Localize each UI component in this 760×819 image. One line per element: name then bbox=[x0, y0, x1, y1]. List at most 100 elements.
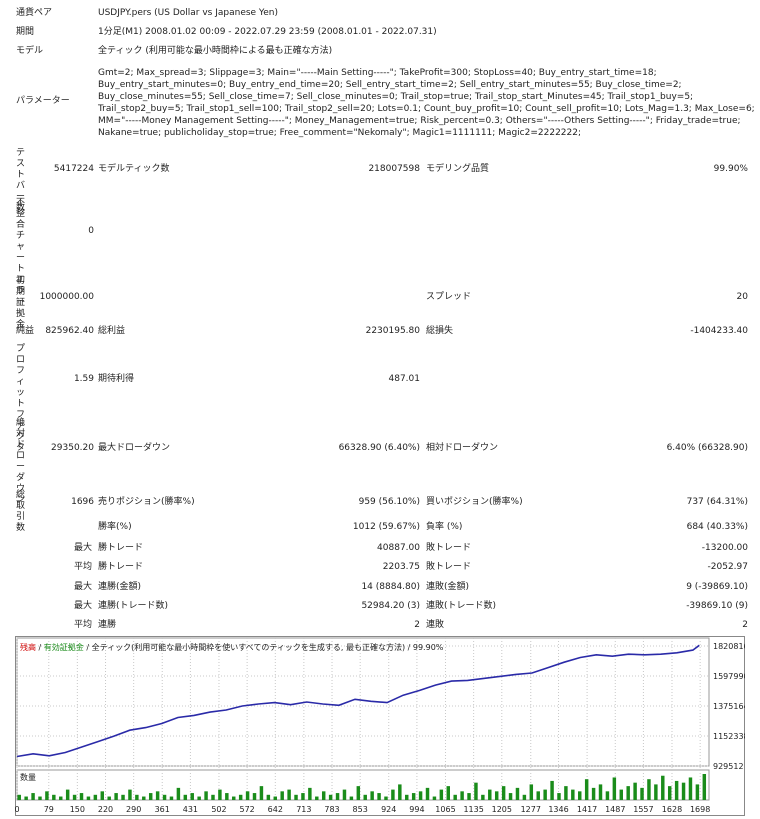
volume-area bbox=[16, 769, 710, 801]
trades-label: 総取 引数 bbox=[16, 490, 26, 533]
expected-label: 期待利得 bbox=[98, 374, 135, 384]
params-line: Buy_close_minutes=55; Sell_close_time=7;… bbox=[98, 92, 694, 102]
volume-bar bbox=[169, 796, 174, 800]
volume-bar bbox=[384, 796, 388, 800]
expected-value: 487.01 bbox=[388, 374, 421, 384]
volume-bar bbox=[31, 793, 35, 800]
params-label: パラメーター bbox=[16, 96, 70, 106]
volume-bar bbox=[654, 784, 658, 800]
balance-chart: 0 79 150 220 290 361 431 502 572 642 713 783 853 924 9… bbox=[15, 636, 745, 816]
volume-bar bbox=[695, 784, 700, 800]
volume-bar bbox=[536, 791, 540, 800]
volume-bar bbox=[688, 777, 693, 800]
volume-bar bbox=[702, 774, 707, 800]
ticks-label: モデルティック数 bbox=[98, 164, 170, 174]
y-tick-label: 1820816 bbox=[713, 642, 745, 651]
volume-bar bbox=[17, 794, 21, 800]
volume-bar bbox=[591, 787, 596, 800]
largest-win-label: 勝トレード bbox=[98, 543, 144, 553]
volume-bar bbox=[425, 787, 430, 800]
volume-bar bbox=[612, 777, 617, 800]
cons-loss-label: 連敗(トレード数) bbox=[426, 601, 497, 611]
volume-bar bbox=[204, 791, 208, 800]
cons-wins-value: 14 (8884.80) bbox=[361, 582, 420, 592]
volume-bar bbox=[59, 796, 63, 800]
volume-bar bbox=[107, 796, 111, 800]
volume-bar bbox=[494, 791, 499, 800]
ticks-value: 218007598 bbox=[368, 164, 420, 174]
cons-wins-label: 連勝(金額) bbox=[98, 582, 142, 592]
short-value: 959 (56.10%) bbox=[358, 497, 420, 507]
avg-cons-losses-value: 2 bbox=[742, 620, 748, 630]
volume-bar bbox=[308, 787, 312, 800]
long-value: 737 (64.31%) bbox=[686, 497, 748, 507]
volume-bar bbox=[529, 784, 534, 800]
period-label: 期間 bbox=[16, 27, 35, 37]
volume-bar bbox=[65, 789, 70, 800]
volume-bar bbox=[564, 786, 568, 800]
volume-bar bbox=[515, 787, 520, 800]
max-dd-value: 66328.90 (6.40%) bbox=[338, 443, 420, 453]
x-tick-label: 1277 bbox=[521, 805, 541, 814]
volume-bar bbox=[356, 786, 361, 800]
volume-bar bbox=[626, 786, 630, 800]
volume-bar bbox=[467, 793, 471, 800]
volume-bar bbox=[252, 793, 257, 800]
chart-legend: 残高 / 有効証拠金 / 全ティック(利用可能な最小時間枠を使いすべてのティック… bbox=[20, 643, 444, 652]
plot-area bbox=[16, 637, 710, 767]
volume-bar bbox=[294, 794, 298, 800]
volume-bar bbox=[155, 791, 160, 800]
y-tick-label: 1375164 bbox=[713, 702, 745, 711]
volume-bar bbox=[72, 794, 77, 800]
x-tick-label: 642 bbox=[268, 805, 283, 814]
volume-bar bbox=[439, 789, 444, 800]
params-line: MM="-----Money Management Setting-----";… bbox=[98, 116, 741, 126]
mismatch-value: 0 bbox=[88, 226, 94, 236]
net-value: 825962.40 bbox=[45, 326, 94, 336]
volume-bar bbox=[86, 796, 91, 800]
volume-bar bbox=[571, 789, 575, 800]
params-line: Buy_entry_start_minutes=0; Buy_entry_end… bbox=[98, 80, 682, 90]
volume-bar bbox=[148, 793, 153, 800]
x-tick-label: 220 bbox=[98, 805, 113, 814]
volume-legend: 数量 bbox=[20, 773, 36, 782]
legend-equity: 有効証拠金 bbox=[43, 643, 84, 652]
gross-loss-label: 総損失 bbox=[426, 326, 454, 336]
volume-bar bbox=[446, 786, 450, 800]
volume-bar bbox=[453, 794, 457, 800]
model-label: モデル bbox=[16, 46, 44, 56]
volume-bar bbox=[363, 794, 367, 800]
volume-bar bbox=[584, 779, 589, 800]
params-line: Trail_stop2_buy=5; Trail_stop1_sell=100;… bbox=[98, 104, 755, 114]
legend-balance: 残高 bbox=[20, 643, 36, 652]
x-tick-label: 502 bbox=[211, 805, 226, 814]
avg-loss-value: -2052.97 bbox=[707, 562, 748, 572]
volume-bar bbox=[176, 787, 181, 800]
max-dd-label: 最大ドローダウン bbox=[98, 443, 171, 453]
volume-bar bbox=[128, 789, 132, 800]
volume-bar bbox=[391, 789, 395, 800]
volume-bar bbox=[211, 794, 215, 800]
abs-dd-value: 29350.20 bbox=[51, 443, 94, 453]
avg-prefix: 平均 bbox=[74, 562, 93, 572]
volume-bar bbox=[501, 786, 506, 800]
volume-bar bbox=[342, 789, 347, 800]
rel-dd-label: 相対ドローダウン bbox=[426, 443, 499, 453]
x-tick-label: 1065 bbox=[435, 805, 455, 814]
volume-bar bbox=[377, 793, 381, 800]
volume-bar bbox=[398, 784, 402, 800]
cons-losses-value: 9 (-39869.10) bbox=[686, 582, 748, 592]
volume-bar bbox=[197, 796, 201, 800]
avg-cons-wins-label: 連勝 bbox=[98, 620, 117, 630]
volume-bar bbox=[266, 794, 271, 800]
abs-dd-label: 絶対 ドロ ーダ ウン bbox=[16, 418, 26, 505]
trades-value: 1696 bbox=[71, 497, 94, 507]
volume-bar bbox=[121, 794, 125, 800]
volume-bar bbox=[218, 789, 222, 800]
legend-model: 全ティック(利用可能な最小時間枠を使いすべてのティックを生成する, 最も正確な方… bbox=[91, 643, 406, 652]
volume-bar bbox=[661, 775, 665, 800]
bars-value: 5417224 bbox=[53, 164, 94, 174]
y-tick-label: 1597990 bbox=[713, 672, 745, 681]
pf-label: プロ フィ ット ファ クタ bbox=[16, 344, 26, 453]
volume-bar bbox=[578, 791, 582, 800]
